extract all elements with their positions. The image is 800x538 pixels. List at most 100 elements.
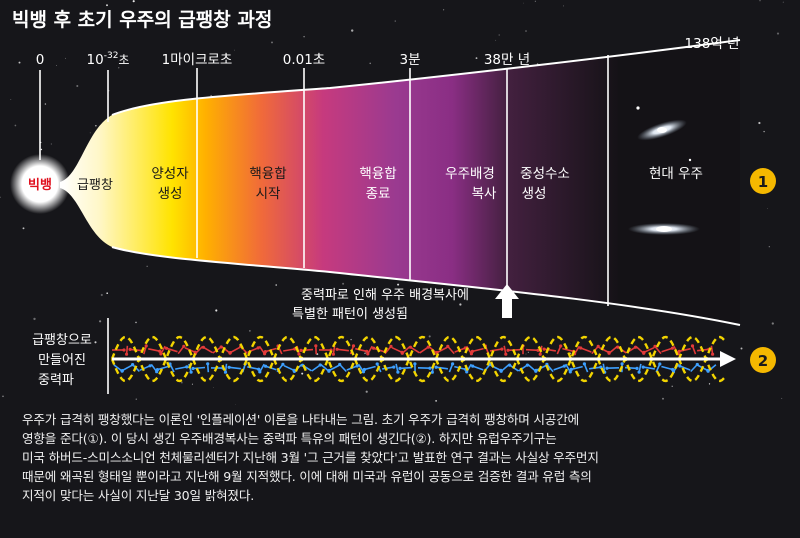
gravitational-wave: [107, 318, 736, 394]
wave-arrow: [192, 366, 206, 370]
star: [443, 9, 445, 11]
wave-arrow-head: [338, 362, 342, 367]
stage-proton-1: 양성자: [151, 166, 189, 182]
stage-fusion-end-2: 종료: [366, 186, 391, 202]
tick-label-1: 10-32초: [87, 51, 130, 68]
wave-arrow: [435, 366, 449, 370]
wave-arrow-head: [297, 352, 301, 356]
star: [233, 49, 235, 51]
wave-arrow: [401, 346, 411, 354]
stage-proton-2: 생성: [158, 186, 183, 202]
star: [33, 317, 36, 321]
wave-arrow-head: [559, 344, 563, 348]
stage-cmb-2: 복사: [472, 186, 497, 202]
wave-arrow-head: [362, 367, 366, 372]
wave-arrow-head: [392, 365, 396, 369]
wave-arrow-head: [695, 362, 699, 367]
star: [350, 338, 352, 341]
star: [475, 57, 478, 60]
star: [14, 124, 17, 127]
caption-line-3: 미국 하버드-스미스소니언 천체물리센터가 지난해 3월 '그 근거를 찾았다'…: [22, 450, 599, 465]
wave-arrow: [382, 366, 394, 370]
wave-arrow-head: [256, 346, 260, 350]
wave-arrow: [229, 346, 241, 354]
wave-arrow-head: [471, 364, 475, 368]
annotation-line-2: 특별한 패턴이 생성됨: [292, 307, 408, 322]
star: [763, 130, 765, 133]
wave-arrow-head: [635, 366, 639, 370]
wave-arrow-head: [620, 362, 624, 366]
wave-arrow-head: [228, 351, 232, 355]
wave-arrow-head: [616, 345, 620, 349]
wave-arrow: [339, 363, 347, 373]
caption-line-4: 때문에 왜곡된 형태일 뿐이라고 지난해 9월 지적했다. 이에 대해 미국과 …: [22, 469, 592, 484]
star: [781, 397, 783, 399]
star: [526, 61, 529, 64]
wave-arrow-head: [500, 347, 504, 351]
star: [364, 352, 366, 355]
wave-arrow: [328, 364, 340, 372]
wave-arrow-head: [465, 370, 469, 374]
star: [0, 196, 1, 199]
wave-arrow-head: [446, 344, 450, 348]
star: [767, 207, 768, 209]
wave-arrow-head: [159, 352, 163, 356]
wave-arrow-head: [120, 369, 124, 373]
star: [534, 0, 536, 2]
wave-arrow-head: [191, 366, 195, 371]
star: [235, 404, 236, 405]
wave-arrow: [229, 366, 241, 370]
wave-arrow-head: [258, 370, 262, 374]
wave-arrow: [364, 365, 376, 371]
star: [10, 98, 12, 100]
star: [264, 10, 265, 12]
wave-arrow: [562, 347, 574, 353]
wave-arrow-head: [678, 364, 682, 368]
wave-arrow-head: [398, 366, 402, 370]
stage-fusion-start-1: 핵융합: [249, 166, 286, 182]
star: [569, 352, 572, 354]
star: [181, 382, 183, 384]
stage-fusion-end-1: 핵융합: [359, 166, 396, 182]
star: [56, 65, 57, 66]
wave-arrow-head: [400, 351, 404, 355]
wave-arrow: [436, 346, 448, 354]
star: [76, 84, 79, 88]
wave-arrow-head: [227, 365, 231, 369]
star: [146, 265, 148, 267]
wave-arrow: [472, 347, 484, 353]
wave-arrow-head: [637, 370, 641, 374]
wave-arrow-head: [125, 352, 129, 356]
up-arrow-icon: [495, 284, 519, 318]
star: [758, 121, 761, 125]
wave-arrow-head: [206, 362, 210, 366]
wave-arrow: [500, 364, 510, 372]
wave-arrow-head: [158, 349, 162, 353]
star: [525, 353, 527, 355]
star: [495, 39, 497, 41]
wave-arrow-head: [568, 370, 572, 374]
wave-arrow-head: [189, 370, 193, 374]
funnel-top-edge: [111, 39, 741, 116]
star: [249, 330, 251, 332]
wave-arrow: [598, 346, 610, 354]
stage-neutral-h-2: 생성: [522, 186, 547, 202]
wave-arrow: [679, 365, 691, 371]
wave-arrow: [320, 364, 330, 372]
wave-arrow-head: [164, 346, 169, 350]
star: [671, 385, 673, 387]
star: [18, 61, 21, 64]
wave-arrow-head: [538, 352, 542, 356]
star: [459, 303, 462, 306]
star: [768, 246, 770, 248]
wave-arrow: [624, 366, 638, 370]
star: [708, 383, 711, 385]
caption: 우주가 급격히 팽창했다는 이론인 '인플레이션' 이론을 나타내는 그림. 초…: [22, 410, 792, 505]
wave-arrow-head: [355, 364, 359, 368]
wave-arrow: [608, 346, 618, 354]
wave-arrow-head: [677, 349, 681, 353]
wave-arrow: [661, 365, 673, 371]
wave-arrow-head: [542, 347, 546, 351]
wave-arrow-head: [122, 348, 126, 352]
